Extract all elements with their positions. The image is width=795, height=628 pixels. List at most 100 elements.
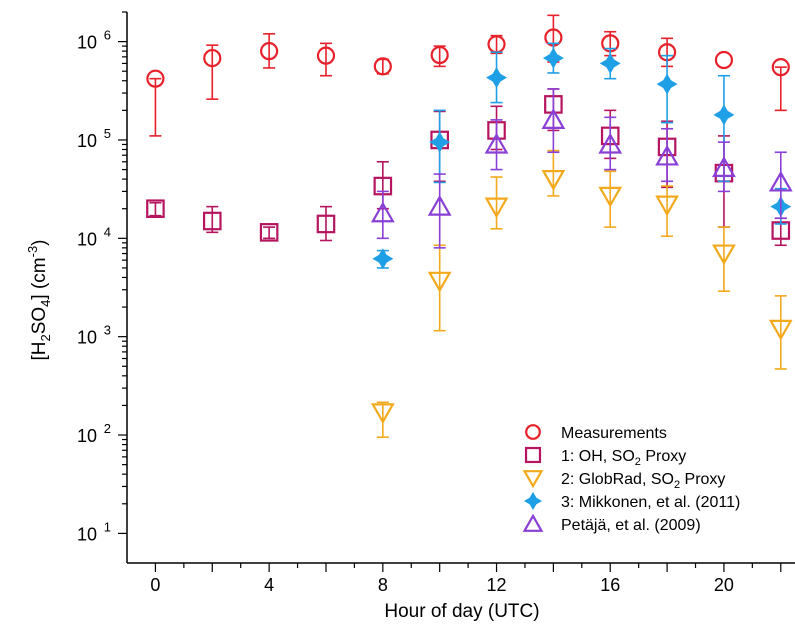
data-point (429, 109, 451, 184)
x-axis-label: Hour of day (UTC) (384, 601, 539, 622)
axes: 0 4 8 12 16 20 10 1 10 2 10 3 10 4 10 5 10 6 (77, 11, 795, 595)
marker-triangle-up (427, 194, 452, 216)
y-axis-label: [H2SO4] (cm-3) (25, 239, 53, 360)
y-tick-exponent: 6 (104, 28, 111, 43)
marker-triangle-down (598, 186, 623, 208)
data-point (259, 223, 279, 242)
marker-star (599, 52, 621, 74)
series-2 (370, 149, 793, 439)
y-tick-exponent: 4 (104, 224, 111, 239)
marker-circle (714, 50, 734, 70)
series-1 (146, 88, 791, 247)
y-tick-exponent: 2 (104, 421, 111, 436)
data-point (598, 170, 623, 228)
data-point (486, 51, 508, 104)
y-tick-exponent: 3 (104, 323, 111, 338)
legend-label: 3: Mikkonen, et al. (2011) (561, 494, 740, 511)
marker-star (656, 73, 678, 95)
x-tick-label: 0 (150, 575, 160, 595)
legend-label: 1: OH, SO2 Proxy (561, 448, 686, 468)
marker-circle (203, 48, 222, 68)
marker-star (486, 67, 508, 89)
marker-triangle-up (522, 513, 544, 532)
y-label-sub: 4 (38, 300, 53, 307)
data-point (146, 69, 165, 137)
y-tick-exponent: 1 (104, 519, 111, 534)
marker-star (523, 491, 543, 511)
data-point (146, 199, 165, 219)
marker-triangle-up (768, 170, 793, 192)
x-tick-label: 16 (600, 575, 620, 595)
marker-circle (430, 45, 449, 65)
data-point (427, 173, 452, 249)
data-point (427, 244, 452, 332)
data-point (541, 88, 566, 154)
legend-item: 3: Mikkonen, et al. (2011) (523, 491, 740, 511)
marker-star (372, 248, 394, 270)
data-point (768, 295, 793, 370)
data-point (655, 185, 679, 238)
marker-triangle-up (712, 156, 736, 177)
marker-star (429, 131, 451, 153)
data-point (542, 42, 564, 74)
data-point (316, 42, 336, 77)
data-point (484, 176, 509, 230)
y-label-part: [H (29, 342, 50, 361)
data-point (370, 190, 395, 240)
data-point (768, 151, 793, 220)
x-tick-label: 4 (264, 575, 274, 595)
y-tick-label: 10 (77, 426, 97, 446)
legend-item: 2: GlobRad, SO2 Proxy (522, 470, 725, 491)
marker-circle (146, 69, 165, 88)
data-point (541, 149, 566, 197)
data-point (599, 47, 621, 80)
marker-star (713, 104, 735, 126)
marker-triangle-down (768, 319, 793, 341)
data-point (430, 45, 449, 68)
series-0 (146, 14, 790, 137)
marker-circle (525, 424, 541, 440)
data-point (316, 205, 336, 242)
data-point (203, 44, 222, 100)
legend-item: Measurements (525, 424, 667, 442)
data-point (771, 58, 790, 112)
data-point (487, 34, 506, 55)
y-tick-label: 10 (77, 328, 97, 348)
x-tick-label: 12 (487, 575, 507, 595)
legend-item: 1: OH, SO2 Proxy (524, 446, 686, 468)
data-point (714, 50, 734, 70)
marker-triangle-up (370, 201, 395, 223)
marker-circle (316, 46, 336, 65)
legend-item: Petäjä, et al. (2009) (522, 513, 701, 534)
marker-triangle-up (598, 132, 623, 154)
data-point (370, 401, 395, 439)
legend-label: Petäjä, et al. (2009) (561, 517, 701, 534)
x-tick-label: 20 (714, 575, 734, 595)
y-label-sub: 2 (38, 334, 53, 341)
series-layer (146, 14, 793, 439)
y-tick-exponent: 5 (104, 126, 111, 141)
data-point (656, 54, 678, 124)
data-point (372, 248, 394, 270)
marker-square (146, 199, 165, 219)
marker-star (542, 47, 564, 69)
marker-triangle-up (655, 144, 679, 166)
data-point (373, 57, 392, 76)
data-point (202, 205, 222, 234)
y-label-part: ) (29, 239, 50, 245)
series-4 (370, 88, 793, 249)
legend-label: Measurements (561, 425, 667, 442)
marker-triangle-down (484, 197, 509, 219)
data-point (712, 141, 736, 193)
marker-triangle-down (370, 403, 395, 425)
marker-triangle-down (655, 195, 679, 217)
y-tick-label: 10 (77, 33, 97, 53)
marker-square (202, 211, 222, 231)
series-3 (372, 42, 792, 270)
marker-triangle-up (541, 108, 566, 129)
y-label-part: SO (29, 307, 50, 334)
x-tick-label: 8 (378, 575, 388, 595)
marker-circle (373, 57, 392, 76)
data-point (655, 127, 679, 183)
marker-triangle-down (541, 170, 566, 191)
